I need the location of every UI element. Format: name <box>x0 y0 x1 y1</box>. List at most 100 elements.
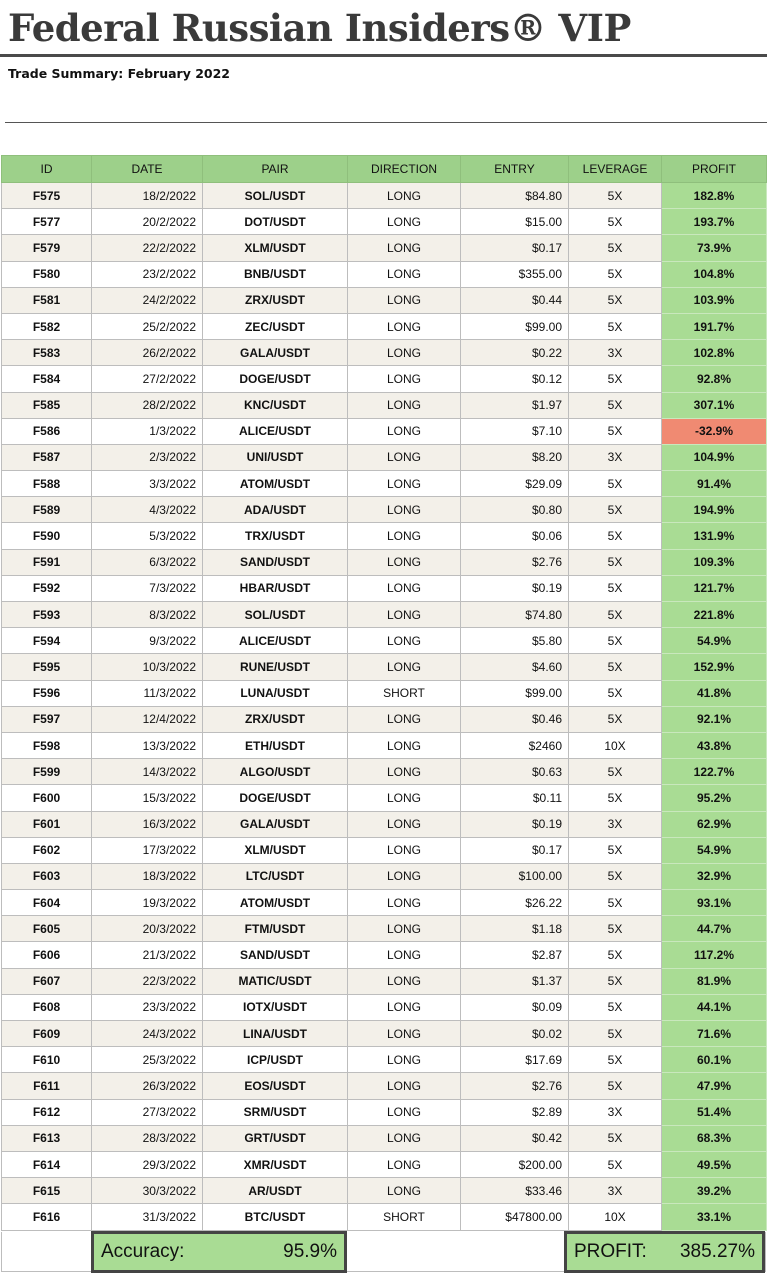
table-row: F580 23/2/2022 BNB/USDT LONG $355.00 5X 104.8% <box>1 260 767 288</box>
cell-leverage: 5X <box>568 784 662 812</box>
cell-entry: $47800.00 <box>460 1203 569 1231</box>
cell-entry: $7.10 <box>460 417 569 445</box>
cell-id: F615 <box>1 1177 92 1205</box>
cell-id: F581 <box>1 286 92 314</box>
cell-pair: SRM/USDT <box>202 1098 348 1126</box>
cell-id: F611 <box>1 1072 92 1100</box>
cell-id: F602 <box>1 836 92 864</box>
cell-entry: $1.37 <box>460 967 569 995</box>
cell-leverage: 5X <box>568 627 662 655</box>
table-row: F596 11/3/2022 LUNA/USDT SHORT $99.00 5X 41.8% <box>1 679 767 707</box>
cell-direction: LONG <box>347 889 461 917</box>
column-header-leverage: LEVERAGE <box>568 155 662 183</box>
cell-pair: ICP/USDT <box>202 1046 348 1074</box>
cell-id: F599 <box>1 758 92 786</box>
cell-direction: LONG <box>347 312 461 341</box>
table-header-row: ID DATE PAIR DIRECTION ENTRY LEVERAGE PR… <box>1 155 767 183</box>
table-row: F575 18/2/2022 SOL/USDT LONG $84.80 5X 182.8% <box>1 181 767 210</box>
cell-profit: 73.9% <box>661 234 767 262</box>
cell-entry: $0.11 <box>460 784 569 812</box>
cell-date: 29/3/2022 <box>91 1150 203 1179</box>
cell-direction: LONG <box>347 1177 461 1205</box>
cell-date: 15/3/2022 <box>91 784 203 812</box>
table-row: F614 29/3/2022 XMR/USDT LONG $200.00 5X 49.5% <box>1 1150 767 1179</box>
cell-id: F590 <box>1 522 92 550</box>
table-row: F584 27/2/2022 DOGE/USDT LONG $0.12 5X 92.8% <box>1 365 767 393</box>
table-row: F606 21/3/2022 SAND/USDT LONG $2.87 5X 117.2% <box>1 941 767 969</box>
cell-pair: ZRX/USDT <box>202 705 348 733</box>
cell-entry: $0.80 <box>460 496 569 524</box>
cell-leverage: 5X <box>568 234 662 262</box>
table-row: F586 1/3/2022 ALICE/USDT LONG $7.10 5X -32.9% <box>1 417 767 445</box>
cell-id: F583 <box>1 339 92 367</box>
column-header-pair: PAIR <box>202 155 348 183</box>
cell-direction: LONG <box>347 548 461 576</box>
cell-direction: LONG <box>347 993 461 1022</box>
cell-leverage: 5X <box>568 365 662 393</box>
cell-profit: 221.8% <box>661 600 767 629</box>
table-row: F610 25/3/2022 ICP/USDT LONG $17.69 5X 60.1% <box>1 1046 767 1074</box>
cell-direction: LONG <box>347 600 461 629</box>
column-header-profit: PROFIT <box>661 155 767 183</box>
cell-pair: LINA/USDT <box>202 1019 348 1048</box>
cell-pair: GRT/USDT <box>202 1124 348 1152</box>
column-header-date: DATE <box>91 155 203 183</box>
table-row: F601 16/3/2022 GALA/USDT LONG $0.19 3X 62.9% <box>1 810 767 838</box>
cell-id: F584 <box>1 365 92 393</box>
cell-leverage: 5X <box>568 758 662 786</box>
cell-date: 7/3/2022 <box>91 574 203 603</box>
profit-summary: PROFIT: 385.27% <box>564 1231 765 1273</box>
cell-profit: 95.2% <box>661 784 767 812</box>
cell-direction: LONG <box>347 627 461 655</box>
cell-leverage: 5X <box>568 1124 662 1152</box>
table-row: F611 26/3/2022 EOS/USDT LONG $2.76 5X 47.9% <box>1 1072 767 1100</box>
page-subtitle: Trade Summary: February 2022 <box>8 66 230 81</box>
cell-entry: $1.97 <box>460 391 569 419</box>
cell-pair: IOTX/USDT <box>202 993 348 1022</box>
cell-direction: LONG <box>347 208 461 236</box>
cell-leverage: 5X <box>568 574 662 603</box>
cell-entry: $0.19 <box>460 574 569 603</box>
cell-entry: $0.22 <box>460 339 569 367</box>
column-header-direction: DIRECTION <box>347 155 461 183</box>
cell-pair: UNI/USDT <box>202 443 348 472</box>
cell-id: F600 <box>1 784 92 812</box>
cell-entry: $17.69 <box>460 1046 569 1074</box>
cell-profit: 193.7% <box>661 208 767 236</box>
cell-leverage: 5X <box>568 470 662 498</box>
cell-leverage: 5X <box>568 391 662 419</box>
table-row: F577 20/2/2022 DOT/USDT LONG $15.00 5X 193.7% <box>1 208 767 236</box>
table-row: F613 28/3/2022 GRT/USDT LONG $0.42 5X 68.3% <box>1 1124 767 1152</box>
cell-date: 5/3/2022 <box>91 522 203 550</box>
trade-summary-table: ID DATE PAIR DIRECTION ENTRY LEVERAGE PR… <box>1 155 767 1231</box>
cell-profit: 117.2% <box>661 941 767 969</box>
cell-direction: LONG <box>347 784 461 812</box>
cell-pair: FTM/USDT <box>202 915 348 943</box>
cell-id: F589 <box>1 496 92 524</box>
table-row: F581 24/2/2022 ZRX/USDT LONG $0.44 5X 103.9% <box>1 286 767 314</box>
cell-date: 23/2/2022 <box>91 260 203 288</box>
cell-id: F587 <box>1 443 92 472</box>
cell-pair: SOL/USDT <box>202 600 348 629</box>
cell-date: 27/3/2022 <box>91 1098 203 1126</box>
cell-date: 3/3/2022 <box>91 470 203 498</box>
cell-profit: 62.9% <box>661 810 767 838</box>
cell-profit: 191.7% <box>661 312 767 341</box>
cell-pair: BNB/USDT <box>202 260 348 288</box>
cell-date: 18/3/2022 <box>91 862 203 891</box>
cell-id: F594 <box>1 627 92 655</box>
cell-pair: HBAR/USDT <box>202 574 348 603</box>
cell-direction: LONG <box>347 260 461 288</box>
cell-entry: $0.12 <box>460 365 569 393</box>
cell-date: 18/2/2022 <box>91 181 203 210</box>
cell-direction: LONG <box>347 181 461 210</box>
cell-id: F575 <box>1 181 92 210</box>
cell-date: 12/4/2022 <box>91 705 203 733</box>
cell-pair: KNC/USDT <box>202 391 348 419</box>
cell-id: F606 <box>1 941 92 969</box>
profit-value: 385.27% <box>679 1241 755 1262</box>
table-row: F590 5/3/2022 TRX/USDT LONG $0.06 5X 131.9% <box>1 522 767 550</box>
cell-id: F604 <box>1 889 92 917</box>
cell-entry: $2.76 <box>460 548 569 576</box>
cell-leverage: 3X <box>568 443 662 472</box>
